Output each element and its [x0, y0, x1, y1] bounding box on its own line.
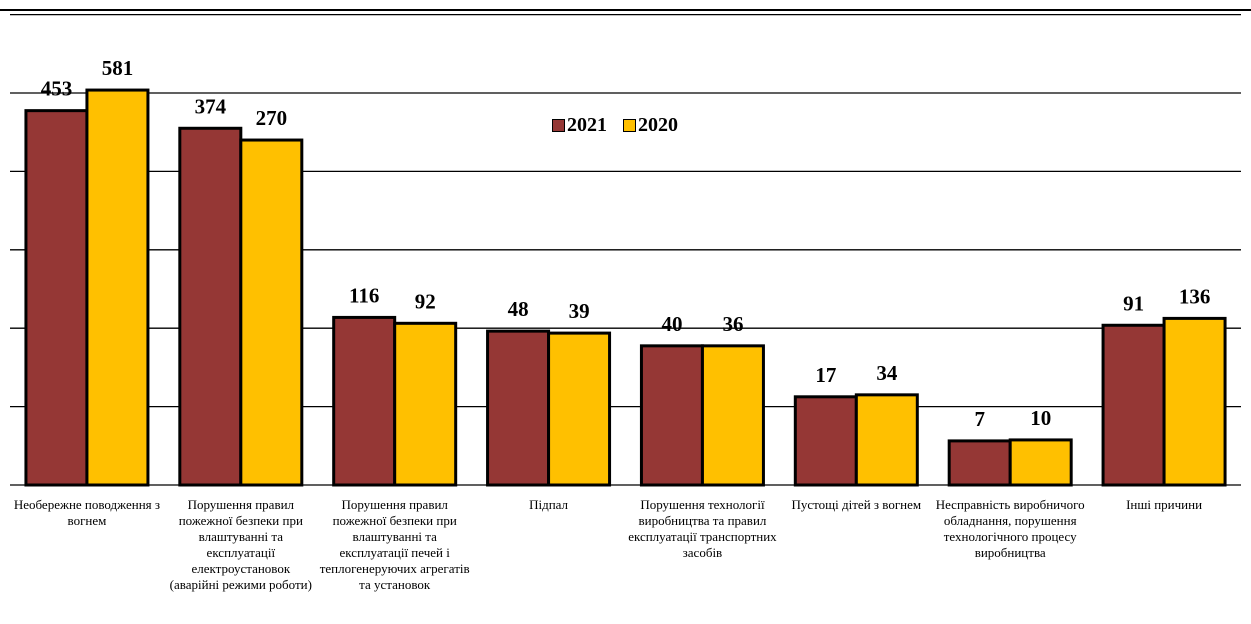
category-label-7: Інші причини [1126, 497, 1203, 512]
data-label-2021-7: 91 [1123, 291, 1144, 315]
bar-2021-0 [24, 109, 89, 487]
bar-2020-3 [547, 331, 612, 487]
bar-2021-4 [639, 344, 704, 487]
legend-swatch-2021 [552, 119, 565, 132]
bar-2020-6 [1008, 438, 1073, 487]
data-label-2020-4: 36 [722, 312, 743, 336]
legend-swatch-2020 [623, 119, 636, 132]
data-label-2021-5: 17 [815, 363, 836, 387]
category-label-3: Підпал [529, 497, 569, 512]
bar-2021-1 [178, 126, 243, 487]
legend-item-2021: 2021 [552, 114, 607, 137]
data-label-2020-3: 39 [569, 299, 590, 323]
data-label-2021-2: 116 [349, 283, 379, 307]
category-label-2: Порушення правил пожежної безпеки при вл… [319, 497, 470, 592]
category-label-0: Необережне поводження з вогнем [13, 497, 161, 528]
data-label-2021-1: 374 [195, 94, 227, 118]
data-label-2021-4: 40 [661, 312, 682, 336]
data-label-2021-6: 7 [974, 407, 985, 431]
bar-2020-7 [1162, 316, 1227, 487]
data-label-2021-0: 453 [41, 77, 73, 101]
bar-2021-3 [486, 329, 551, 487]
data-label-2021-3: 48 [508, 297, 529, 321]
bar-2020-1 [239, 138, 304, 487]
bar-2021-7 [1101, 323, 1166, 487]
legend: 2021 2020 [552, 114, 678, 137]
bar-2021-5 [793, 395, 858, 487]
bar-2021-2 [332, 315, 397, 487]
bar-2020-2 [393, 321, 458, 487]
bar-2020-0 [85, 88, 150, 487]
category-label-4: Порушення технології виробництва та прав… [628, 497, 777, 560]
data-label-2020-6: 10 [1030, 406, 1051, 430]
category-label-5: Пустощі дітей з вогнем [791, 497, 922, 512]
bar-2020-4 [700, 344, 765, 487]
category-label-6: Несправність виробничого обладнання, пор… [935, 497, 1085, 560]
data-label-2020-0: 581 [102, 56, 134, 80]
data-label-2020-2: 92 [415, 289, 436, 313]
data-label-2020-5: 34 [876, 361, 898, 385]
bar-2020-5 [854, 393, 919, 487]
data-label-2020-7: 136 [1179, 284, 1211, 308]
legend-label-2020: 2020 [638, 114, 678, 136]
bar-2021-6 [947, 439, 1012, 487]
data-label-2020-1: 270 [256, 106, 288, 130]
legend-label-2021: 2021 [567, 114, 607, 136]
category-label-1: Порушення правил пожежної безпеки при вл… [169, 497, 312, 592]
legend-item-2020: 2020 [623, 114, 678, 137]
